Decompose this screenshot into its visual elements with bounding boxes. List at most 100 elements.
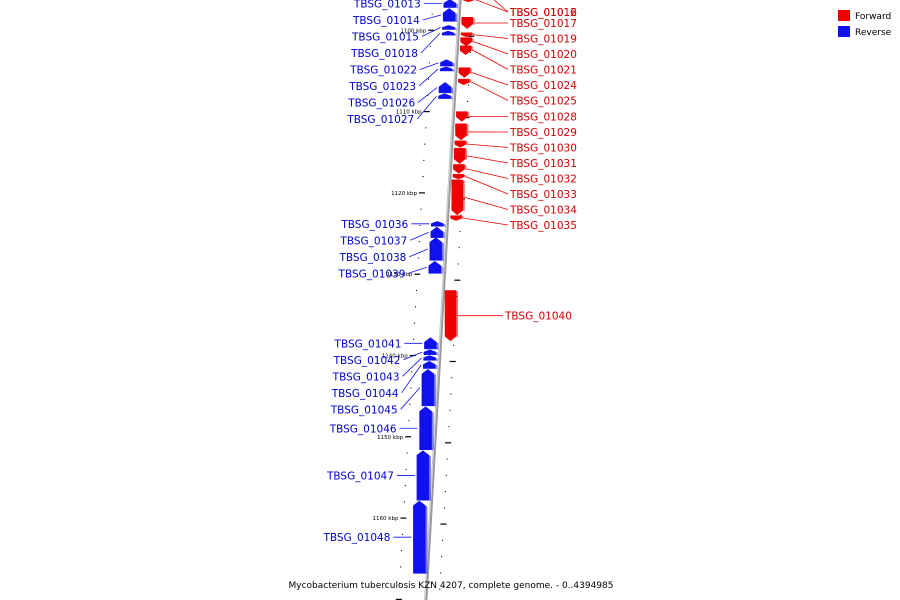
minor-tick	[466, 100, 469, 102]
reverse-leader	[402, 357, 422, 377]
forward-gene-tbsg_01033	[452, 173, 466, 180]
legend: Forward Reverse	[838, 10, 892, 38]
forward-gene-tbsg_01032-edge	[464, 164, 467, 171]
reverse-gene-label: TBSG_01045	[330, 404, 398, 416]
forward-gene-tbsg_01035-body	[450, 215, 462, 221]
forward-gene-tbsg_01031-body	[453, 147, 466, 164]
minor-tick	[422, 176, 424, 178]
forward-gene-label: TBSG_01028	[509, 111, 577, 123]
reverse-gene-tbsg_01043-body	[423, 355, 436, 361]
reverse-gene-tbsg_01018	[441, 30, 457, 37]
forward-gene-label: TBSG_01035	[509, 220, 577, 232]
forward-leader	[471, 81, 509, 101]
forward-gene-tbsg_01024-body	[458, 67, 471, 78]
forward-gene-tbsg_01032-body	[453, 164, 465, 174]
forward-gene-tbsg_01028-edge	[467, 111, 470, 118]
reverse-gene-tbsg_01043	[423, 355, 438, 362]
forward-gene-tbsg_01021-edge	[471, 45, 474, 52]
reverse-gene-tbsg_01045-edge	[433, 373, 436, 407]
reverse-gene-tbsg_01014	[442, 8, 458, 23]
reverse-leader	[409, 248, 428, 258]
minor-tick	[401, 533, 404, 535]
reverse-gene-tbsg_01046-edge	[431, 411, 434, 451]
reverse-gene-tbsg_01038-edge	[441, 242, 444, 262]
minor-tick	[439, 588, 441, 590]
minor-tick	[450, 393, 452, 395]
minor-tick	[415, 289, 418, 292]
reverse-leader	[419, 62, 439, 70]
reverse-gene-tbsg_01018-body	[441, 30, 455, 36]
reverse-gene-label: TBSG_01026	[347, 97, 415, 109]
minor-tick	[427, 78, 430, 80]
forward-gene-tbsg_01040	[444, 290, 459, 342]
reverse-gene-label: TBSG_01022	[349, 64, 417, 76]
forward-gene-tbsg_01030-body	[454, 140, 467, 148]
minor-tick	[440, 572, 442, 574]
forward-leader	[493, 0, 509, 13]
minor-tick	[469, 51, 471, 54]
forward-gene-tbsg_01032	[453, 164, 467, 174]
reverse-gene-tbsg_01048-edge	[425, 505, 428, 575]
reverse-gene-tbsg_01044	[422, 360, 438, 370]
reverse-gene-tbsg_01027-body	[438, 93, 451, 99]
reverse-leader	[400, 387, 421, 410]
forward-gene-label: TBSG_01031	[509, 158, 577, 170]
forward-gene-tbsg_01033-edge	[463, 174, 466, 178]
reverse-gene-tbsg_01022	[440, 59, 455, 68]
reverse-gene-tbsg_01027	[438, 93, 453, 100]
reverse-gene-tbsg_01022-edge	[452, 62, 455, 68]
forward-leader	[471, 72, 509, 86]
forward-leader	[467, 143, 509, 148]
forward-leader	[473, 41, 509, 55]
reverse-gene-tbsg_01047	[416, 450, 431, 502]
forward-genes	[444, 0, 477, 342]
forward-gene-tbsg_01031	[453, 147, 468, 164]
minor-tick	[459, 230, 461, 233]
tick-label: 1130 kbp	[386, 272, 412, 278]
forward-gene-tbsg_01019-body	[460, 32, 473, 38]
reverse-gene-label: TBSG_01036	[340, 219, 408, 231]
minor-tick	[467, 84, 470, 86]
minor-tick	[424, 143, 426, 145]
reverse-gene-label: TBSG_01027	[346, 114, 414, 126]
minor-tick	[444, 490, 446, 493]
forward-gene-tbsg_01017-edge	[472, 17, 475, 26]
reverse-gene-tbsg_01036-body	[430, 221, 444, 227]
minor-tick	[451, 377, 453, 379]
legend-forward-swatch	[838, 10, 850, 21]
minor-tick	[419, 224, 421, 227]
reverse-gene-tbsg_01036-edge	[443, 223, 446, 228]
reverse-gene-tbsg_01015	[442, 25, 457, 31]
reverse-gene-tbsg_01014-edge	[455, 12, 458, 23]
minor-tick	[446, 458, 448, 460]
reverse-leader	[408, 266, 427, 274]
tick-label: 1120 kbp	[391, 191, 417, 197]
reverse-genes	[413, 0, 458, 575]
minor-tick	[413, 322, 416, 324]
tick-label: 1160 kbp	[373, 516, 399, 522]
forward-leader	[465, 176, 509, 195]
forward-gene-tbsg_01021-body	[459, 45, 472, 55]
reverse-gene-label: TBSG_01043	[332, 371, 400, 383]
minor-tick	[441, 556, 443, 558]
reverse-gene-tbsg_01046-body	[419, 406, 432, 451]
forward-gene-tbsg_01035-edge	[461, 215, 464, 220]
forward-gene-tbsg_01029	[455, 123, 469, 141]
reverse-gene-label: TBSG_01044	[331, 388, 399, 400]
forward-gene-label: TBSG_01033	[509, 189, 577, 201]
forward-gene-tbsg_01040-edge	[456, 290, 459, 338]
genome-caption: Mycobacterium tuberculosis KZN 4207, com…	[288, 581, 613, 591]
reverse-gene-label: TBSG_01015	[351, 31, 419, 43]
reverse-gene-label: TBSG_01023	[348, 81, 416, 93]
forward-gene-label: TBSG_01029	[509, 127, 577, 139]
minor-tick	[458, 247, 460, 249]
reverse-gene-tbsg_01023-edge	[452, 68, 455, 72]
forward-gene-tbsg_01028-body	[456, 111, 468, 122]
forward-gene-tbsg_01029-edge	[466, 123, 469, 137]
minor-tick	[406, 452, 408, 454]
reverse-gene-tbsg_01026-edge	[451, 86, 454, 94]
reverse-leader	[403, 351, 423, 361]
minor-tick	[414, 306, 417, 308]
reverse-leader	[416, 95, 437, 120]
